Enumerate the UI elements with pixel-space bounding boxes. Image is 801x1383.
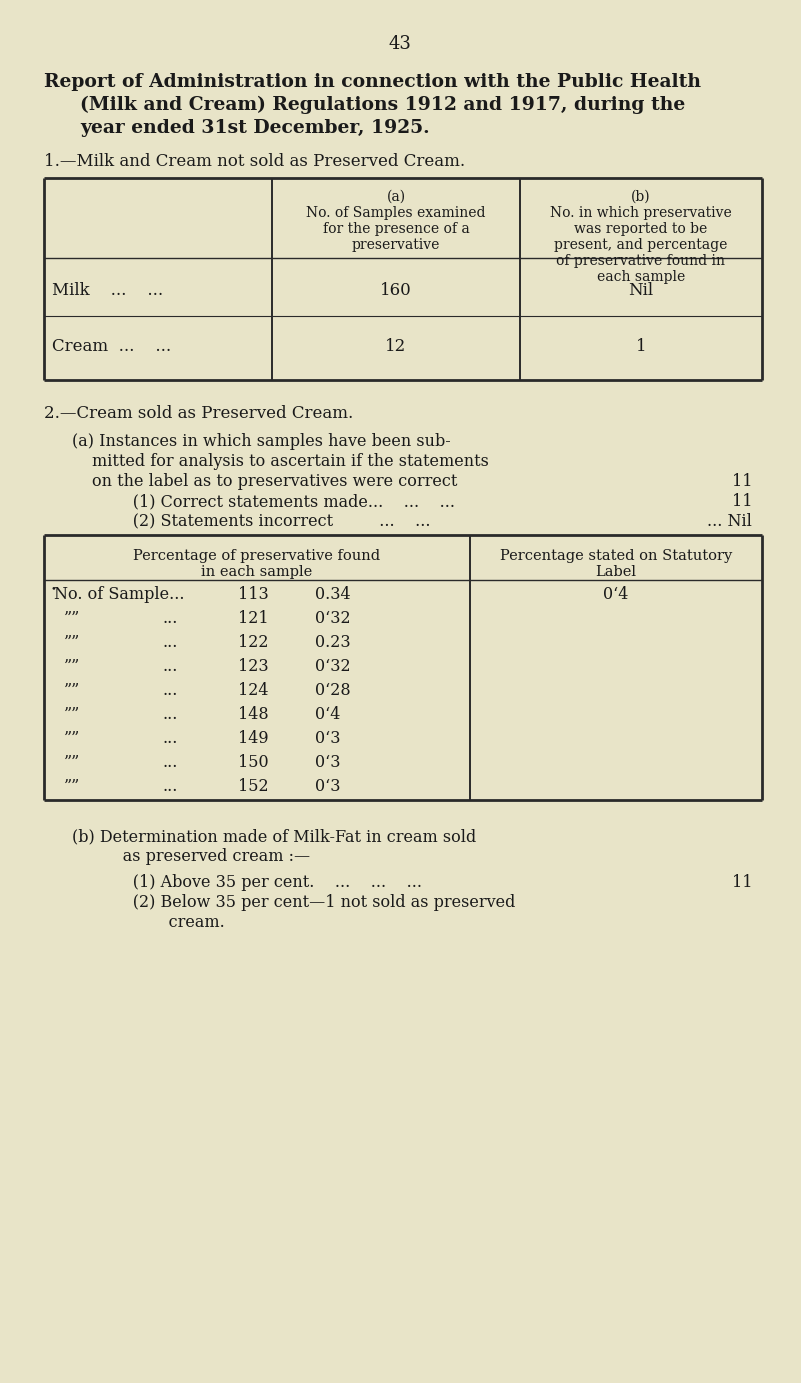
Text: ””: ”” bbox=[64, 705, 80, 723]
Text: 0‘4: 0‘4 bbox=[603, 586, 629, 603]
Text: 148: 148 bbox=[238, 705, 268, 723]
Text: 149: 149 bbox=[238, 730, 268, 747]
Text: was reported to be: was reported to be bbox=[574, 223, 707, 236]
Text: ...: ... bbox=[162, 730, 177, 747]
Text: year ended 31st December, 1925.: year ended 31st December, 1925. bbox=[80, 119, 429, 137]
Text: ””: ”” bbox=[64, 779, 80, 795]
Text: 0‘4: 0‘4 bbox=[315, 705, 340, 723]
Text: (b): (b) bbox=[631, 189, 650, 205]
Text: 0‘32: 0‘32 bbox=[315, 658, 351, 675]
Text: 0‘3: 0‘3 bbox=[315, 779, 340, 795]
Text: 0.34: 0.34 bbox=[315, 586, 351, 603]
Text: 0‘28: 0‘28 bbox=[315, 682, 351, 698]
Text: 11: 11 bbox=[731, 492, 752, 510]
Text: ””: ”” bbox=[64, 754, 80, 770]
Text: ...: ... bbox=[162, 754, 177, 770]
Text: 121: 121 bbox=[238, 610, 268, 626]
Text: on the label as to preservatives were correct: on the label as to preservatives were co… bbox=[92, 473, 457, 490]
Text: 2.—Cream sold as Preserved Cream.: 2.—Cream sold as Preserved Cream. bbox=[44, 405, 353, 422]
Text: 122: 122 bbox=[238, 633, 268, 651]
Text: ””: ”” bbox=[64, 730, 80, 747]
Text: (1) Correct statements made...    ...    ...: (1) Correct statements made... ... ... bbox=[102, 492, 455, 510]
Text: as preserved cream :—: as preserved cream :— bbox=[92, 848, 310, 864]
Text: of preservative found in: of preservative found in bbox=[557, 254, 726, 268]
Text: ...: ... bbox=[162, 633, 177, 651]
Text: 11: 11 bbox=[731, 473, 752, 490]
Text: (1) Above 35 per cent.    ...    ...    ...: (1) Above 35 per cent. ... ... ... bbox=[102, 874, 422, 891]
Text: 0‘3: 0‘3 bbox=[315, 754, 340, 770]
Text: No. in which preservative: No. in which preservative bbox=[550, 206, 732, 220]
Text: Report of Administration in connection with the Public Health: Report of Administration in connection w… bbox=[44, 73, 701, 91]
Text: (2) Below 35 per cent—1 not sold as preserved: (2) Below 35 per cent—1 not sold as pres… bbox=[102, 893, 515, 911]
Text: ””: ”” bbox=[64, 682, 80, 698]
Text: 123: 123 bbox=[238, 658, 268, 675]
Text: ...: ... bbox=[162, 610, 177, 626]
Text: Label: Label bbox=[595, 566, 637, 579]
Text: ...: ... bbox=[162, 779, 177, 795]
Text: Nil: Nil bbox=[629, 282, 654, 299]
Text: 124: 124 bbox=[238, 682, 268, 698]
Text: 160: 160 bbox=[380, 282, 412, 299]
Text: 11: 11 bbox=[731, 874, 752, 891]
Text: (Milk and Cream) Regulations 1912 and 1917, during the: (Milk and Cream) Regulations 1912 and 19… bbox=[80, 95, 685, 115]
Text: ””: ”” bbox=[64, 658, 80, 675]
Text: 0‘32: 0‘32 bbox=[315, 610, 351, 626]
Text: for the presence of a: for the presence of a bbox=[323, 223, 469, 236]
Text: Percentage of preservative found: Percentage of preservative found bbox=[134, 549, 380, 563]
Text: ...: ... bbox=[162, 705, 177, 723]
Text: 113: 113 bbox=[238, 586, 269, 603]
Text: cream.: cream. bbox=[102, 914, 225, 931]
Text: (a): (a) bbox=[386, 189, 405, 205]
Text: (a) Instances in which samples have been sub-: (a) Instances in which samples have been… bbox=[72, 433, 451, 449]
Text: No. of Sample...: No. of Sample... bbox=[54, 586, 184, 603]
Text: ... Nil: ... Nil bbox=[707, 513, 752, 530]
Text: 152: 152 bbox=[238, 779, 268, 795]
Text: mitted for analysis to ascertain if the statements: mitted for analysis to ascertain if the … bbox=[92, 454, 489, 470]
Text: preservative: preservative bbox=[352, 238, 441, 252]
Text: present, and percentage: present, and percentage bbox=[554, 238, 727, 252]
Text: Percentage stated on Statutory: Percentage stated on Statutory bbox=[500, 549, 732, 563]
Text: Cream  ...    ...: Cream ... ... bbox=[52, 337, 171, 355]
Text: 150: 150 bbox=[238, 754, 268, 770]
Text: ...: ... bbox=[162, 658, 177, 675]
Text: 12: 12 bbox=[385, 337, 407, 355]
Text: ””: ”” bbox=[64, 610, 80, 626]
Text: 1.—Milk and Cream not sold as Preserved Cream.: 1.—Milk and Cream not sold as Preserved … bbox=[44, 154, 465, 170]
Text: ...: ... bbox=[162, 682, 177, 698]
Text: 1: 1 bbox=[636, 337, 646, 355]
Text: ””: ”” bbox=[64, 633, 80, 651]
Text: 43: 43 bbox=[388, 35, 412, 53]
Text: No. of Samples examined: No. of Samples examined bbox=[306, 206, 485, 220]
Text: 0‘3: 0‘3 bbox=[315, 730, 340, 747]
Text: 0.23: 0.23 bbox=[315, 633, 351, 651]
Text: each sample: each sample bbox=[597, 270, 685, 284]
Text: Milk    ...    ...: Milk ... ... bbox=[52, 282, 163, 299]
Text: •: • bbox=[50, 584, 56, 593]
Text: (2) Statements incorrect         ...    ...: (2) Statements incorrect ... ... bbox=[102, 513, 430, 530]
Text: (b) Determination made of Milk-Fat in cream sold: (b) Determination made of Milk-Fat in cr… bbox=[72, 828, 477, 845]
Text: in each sample: in each sample bbox=[201, 566, 312, 579]
